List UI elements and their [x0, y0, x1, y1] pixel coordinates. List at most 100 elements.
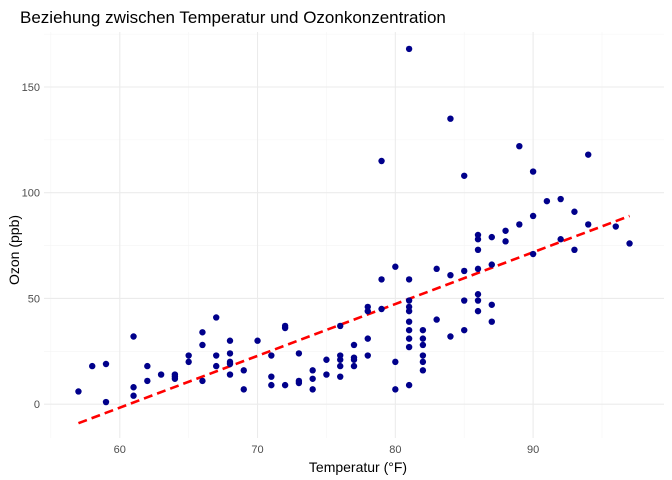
data-point — [378, 157, 385, 165]
data-point — [350, 356, 358, 363]
data-point — [309, 367, 316, 374]
data-point — [157, 371, 165, 378]
data-point — [89, 362, 96, 370]
data-point — [405, 297, 413, 304]
data-point — [612, 223, 619, 230]
data-point — [557, 236, 564, 243]
data-point — [474, 236, 482, 243]
data-point — [281, 381, 289, 389]
data-point — [213, 314, 220, 321]
data-point — [529, 212, 537, 220]
data-point — [199, 377, 206, 385]
data-point — [405, 381, 413, 389]
data-point — [226, 337, 234, 344]
data-point — [474, 307, 482, 315]
data-point — [488, 233, 495, 241]
y-tick-label: 50 — [28, 293, 40, 305]
data-point — [405, 276, 413, 283]
trend-line-group — [77, 214, 631, 425]
data-point — [474, 265, 482, 273]
chart-title: Beziehung zwischen Temperatur und Ozonko… — [20, 8, 446, 27]
data-point — [529, 250, 537, 258]
data-point — [405, 326, 413, 334]
data-point — [419, 352, 427, 359]
data-point — [447, 271, 454, 279]
x-axis-title: Temperatur (°F) — [309, 459, 407, 475]
data-point — [585, 221, 592, 228]
data-point — [226, 350, 234, 357]
data-point — [474, 297, 482, 304]
data-point — [130, 392, 137, 399]
data-point — [405, 307, 413, 315]
x-tick-label: 80 — [389, 444, 401, 456]
data-point — [488, 318, 495, 325]
data-point — [364, 352, 371, 359]
data-point — [185, 352, 192, 359]
data-point — [226, 360, 234, 368]
data-point — [433, 265, 440, 273]
data-point — [171, 375, 179, 382]
data-point — [474, 291, 482, 298]
data-point — [130, 384, 137, 391]
data-point — [350, 362, 358, 370]
data-point — [226, 371, 234, 378]
data-point — [364, 335, 371, 342]
data-point — [419, 341, 427, 349]
data-point — [571, 246, 578, 254]
data-point — [295, 379, 303, 387]
data-point — [461, 326, 468, 334]
grid-lines — [44, 32, 664, 438]
data-point — [199, 341, 206, 349]
data-point — [419, 326, 427, 334]
x-tick-label: 70 — [251, 444, 263, 456]
x-tick-label: 60 — [114, 444, 126, 456]
data-point — [281, 324, 289, 332]
data-point — [337, 322, 344, 330]
data-point — [529, 168, 537, 175]
data-point — [405, 45, 413, 53]
data-point — [378, 276, 385, 283]
y-axis-title: Ozon (ppb) — [6, 215, 22, 285]
data-point — [626, 240, 633, 247]
data-point — [185, 358, 192, 366]
data-point — [295, 350, 303, 357]
data-point — [144, 362, 151, 370]
data-point — [461, 297, 468, 304]
data-point — [405, 318, 413, 325]
data-point — [502, 227, 509, 234]
data-point — [447, 115, 454, 122]
data-point — [516, 142, 523, 150]
data-point — [75, 388, 82, 395]
data-point — [392, 386, 399, 393]
data-point — [254, 337, 261, 344]
data-point — [516, 221, 523, 228]
data-point — [240, 386, 247, 393]
data-point — [543, 197, 551, 205]
data-point — [144, 377, 151, 385]
data-point — [461, 267, 468, 275]
data-point — [405, 343, 413, 351]
data-point — [461, 172, 468, 179]
data-point — [240, 367, 247, 374]
data-point — [102, 398, 110, 406]
data-point — [474, 246, 482, 254]
data-point — [213, 352, 220, 359]
data-points — [75, 45, 633, 406]
data-point — [488, 261, 495, 268]
data-point — [378, 305, 385, 313]
data-point — [433, 316, 440, 323]
y-tick-label: 0 — [34, 399, 40, 411]
data-point — [130, 333, 137, 340]
data-point — [309, 375, 316, 382]
data-point — [268, 381, 275, 389]
data-point — [268, 352, 275, 359]
data-point — [557, 195, 564, 203]
trend-line — [77, 214, 631, 425]
data-point — [488, 301, 495, 308]
data-point — [213, 362, 220, 370]
data-point — [392, 358, 399, 366]
data-point — [268, 373, 275, 380]
data-point — [419, 367, 427, 374]
